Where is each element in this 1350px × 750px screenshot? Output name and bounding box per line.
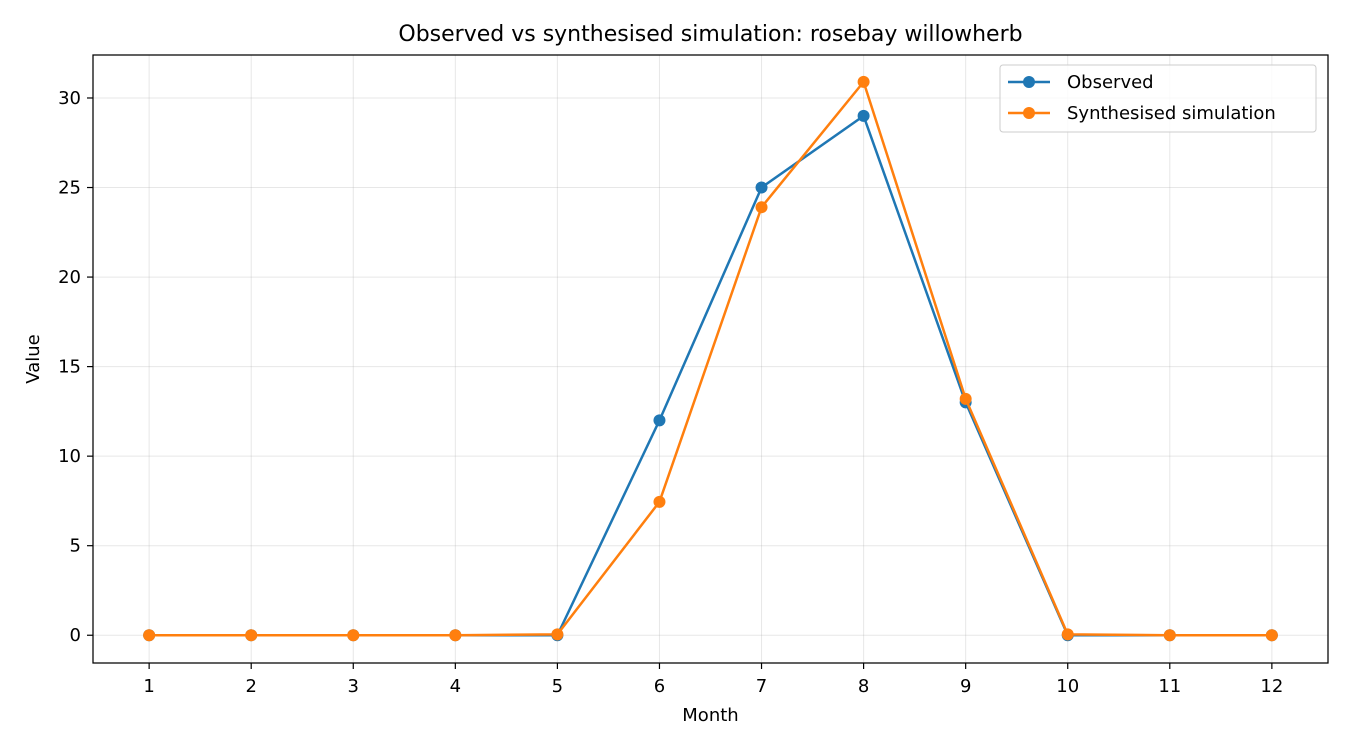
data-point bbox=[143, 629, 156, 642]
y-tick-label: 0 bbox=[70, 625, 81, 646]
x-tick-label: 10 bbox=[1056, 676, 1079, 697]
y-tick-label: 15 bbox=[58, 357, 81, 378]
data-point bbox=[755, 201, 768, 214]
legend: Observed Synthesised simulation bbox=[999, 64, 1317, 133]
y-axis-title: Value bbox=[23, 334, 44, 383]
data-point bbox=[347, 629, 360, 642]
legend-label-observed: Observed bbox=[1067, 72, 1154, 93]
x-tick-label: 3 bbox=[348, 676, 359, 697]
x-tick-label: 7 bbox=[756, 676, 767, 697]
x-tick-label: 1 bbox=[143, 676, 154, 697]
data-point bbox=[857, 109, 870, 122]
data-point bbox=[857, 75, 870, 88]
plot-frame bbox=[92, 54, 1329, 664]
y-tick-label: 20 bbox=[58, 267, 81, 288]
legend-marker-observed bbox=[1023, 76, 1035, 88]
legend-label-simulation: Synthesised simulation bbox=[1067, 103, 1276, 124]
x-tick-label: 4 bbox=[450, 676, 461, 697]
chart-title: Observed vs synthesised simulation: rose… bbox=[398, 22, 1022, 47]
x-tick-label: 8 bbox=[858, 676, 869, 697]
y-tick-label: 10 bbox=[58, 446, 81, 467]
x-tick-label: 5 bbox=[552, 676, 563, 697]
x-tick-label: 2 bbox=[245, 676, 256, 697]
legend-marker-simulation bbox=[1023, 107, 1035, 119]
data-point bbox=[1061, 628, 1074, 641]
data-point bbox=[1163, 629, 1176, 642]
data-point bbox=[653, 495, 666, 508]
data-point bbox=[959, 392, 972, 405]
x-tick-label: 11 bbox=[1158, 676, 1181, 697]
series-line-1 bbox=[149, 80, 1272, 637]
data-point bbox=[653, 414, 666, 427]
x-tick-label: 6 bbox=[654, 676, 665, 697]
data-point bbox=[551, 628, 564, 641]
x-tick-label: 9 bbox=[960, 676, 971, 697]
data-point bbox=[245, 629, 258, 642]
series-lines bbox=[143, 75, 1278, 642]
y-tick-label: 30 bbox=[58, 88, 81, 109]
x-tick-label: 12 bbox=[1260, 676, 1283, 697]
data-point bbox=[1265, 629, 1278, 642]
data-point bbox=[755, 181, 768, 194]
y-tick-label: 25 bbox=[58, 178, 81, 199]
y-tick-label: 5 bbox=[70, 536, 81, 557]
x-axis-title: Month bbox=[682, 705, 738, 726]
legend-box bbox=[999, 64, 1317, 133]
data-point bbox=[449, 629, 462, 642]
